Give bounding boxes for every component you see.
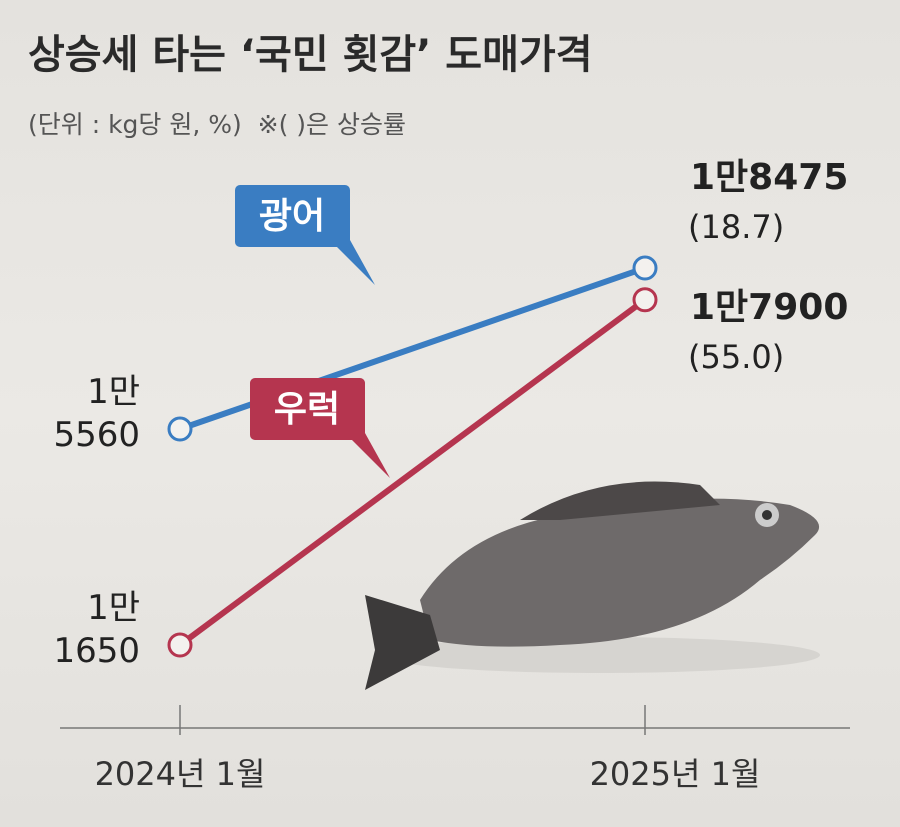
change-label: (18.7) xyxy=(688,208,785,246)
series-tag xyxy=(235,185,350,247)
data-point xyxy=(167,416,193,442)
value-label: 1만 1650 xyxy=(53,588,140,671)
value-label: 1만8475 xyxy=(690,157,849,198)
series-tag-tail xyxy=(345,433,390,478)
x-tick-label: 2025년 1월 xyxy=(590,755,761,793)
fish-illustration xyxy=(365,481,820,690)
chart-subtitle: (단위 : kg당 원, %) ※( )은 상승률 xyxy=(28,110,406,139)
chart-title: 상승세 타는 ‘국민 횟감’ 도매가격 xyxy=(28,32,593,78)
change-label: (55.0) xyxy=(688,338,785,376)
value-label: 1만7900 xyxy=(690,287,849,328)
series-name: 우럭 xyxy=(274,389,340,430)
series-name: 광어 xyxy=(259,196,325,237)
series-line xyxy=(178,297,647,648)
data-point xyxy=(632,255,658,281)
data-point xyxy=(632,287,658,313)
data-point xyxy=(167,632,193,658)
value-label: 1만 5560 xyxy=(53,372,140,455)
x-tick-label: 2024년 1월 xyxy=(95,755,266,793)
series-tag-tail xyxy=(330,240,375,285)
series-tag xyxy=(250,378,365,440)
